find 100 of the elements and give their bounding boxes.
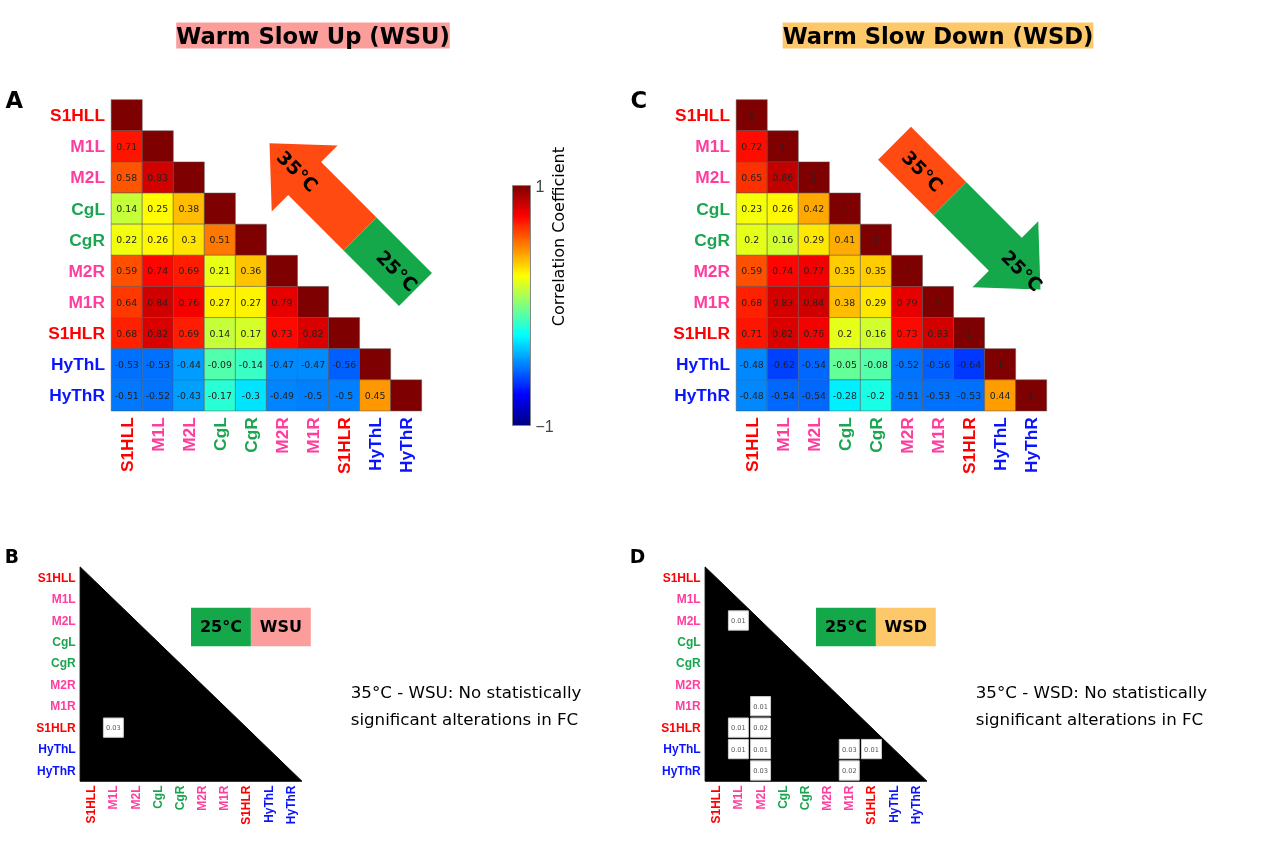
- x-tick-label: S1HLR: [959, 416, 980, 474]
- x-tick-label: M1R: [217, 785, 232, 811]
- y-tick-label: S1HLR: [661, 720, 702, 735]
- data-label: 1: [779, 140, 786, 152]
- data-label: -0.51: [114, 389, 139, 401]
- y-tick-label: M2R: [68, 260, 106, 281]
- x-tick-label: HyThL: [886, 785, 901, 823]
- data-label: 0.59: [116, 265, 138, 277]
- annotation: 25°C: [824, 617, 867, 637]
- data-label: -0.53: [145, 358, 170, 370]
- data-label: -0.17: [207, 389, 232, 401]
- y-tick-label: CgL: [696, 198, 731, 219]
- data-label: 0.77: [803, 265, 825, 277]
- y-tick-label: CgR: [694, 229, 731, 250]
- color-bar-title: Correlation Coefficient: [548, 147, 568, 327]
- y-tick-label: CgL: [677, 634, 701, 649]
- y-tick-label: M1R: [68, 292, 106, 312]
- data-label: -0.54: [801, 389, 826, 401]
- data-label: -0.2: [866, 389, 885, 401]
- data-label: -0.5: [303, 389, 323, 401]
- data-label: 0.84: [147, 296, 169, 308]
- data-label: -0.52: [145, 389, 170, 401]
- data-label: 1: [903, 265, 910, 277]
- y-tick-label: M2L: [70, 167, 106, 188]
- data-label: 0.82: [772, 327, 794, 339]
- y-tick-label: M2R: [675, 677, 702, 692]
- data-label: 0.27: [209, 296, 231, 308]
- text: D: [629, 545, 646, 567]
- x-tick-label: M2L: [753, 785, 768, 810]
- data-label: 0.36: [240, 265, 262, 277]
- y-tick-label: CgL: [71, 198, 106, 219]
- data-label: 0.25: [147, 203, 169, 215]
- data-label: 0.76: [803, 327, 825, 339]
- y-tick-label: M2R: [693, 260, 731, 281]
- data-label: -0.53: [925, 389, 951, 401]
- y-tick-label: M1L: [51, 592, 76, 607]
- data-label: 0.86: [772, 171, 794, 183]
- data-label: 0.38: [834, 296, 856, 308]
- data-label: -0.48: [739, 389, 764, 401]
- x-tick-label: M1L: [147, 416, 168, 452]
- data-label: 0.3: [181, 234, 197, 246]
- data-label: 0.26: [772, 203, 794, 215]
- y-tick-label: HyThL: [663, 742, 701, 757]
- x-tick-label: CgL: [150, 785, 165, 809]
- data-label: -0.54: [801, 358, 826, 370]
- y-tick-label: S1HLR: [36, 720, 77, 735]
- text: 35°C - WSD: No statistically significant alterations in FC: [975, 683, 1208, 730]
- text: B: [4, 545, 19, 567]
- text: 35°C - WSU: No statistically significant alterations in FC: [350, 683, 582, 730]
- data-label: -0.47: [269, 358, 295, 370]
- x-tick-label: HyThL: [990, 416, 1011, 472]
- data-label: -0.53: [114, 358, 139, 370]
- data-label: 0.21: [209, 265, 231, 277]
- text: A: [5, 86, 24, 113]
- data-label: 0.69: [178, 265, 200, 277]
- x-tick-label: CgR: [240, 416, 261, 453]
- data-label: 0.73: [271, 327, 293, 339]
- data-label: 0.68: [741, 296, 763, 308]
- x-tick-label: CgL: [834, 416, 855, 451]
- data-label: 0.71: [741, 327, 763, 339]
- chart-title: Warm Slow Up (WSU): [176, 22, 450, 49]
- x-tick-label: M1R: [303, 416, 323, 454]
- data-label: 1: [966, 327, 973, 339]
- data-label: -0.09: [207, 358, 232, 370]
- data-label: 0.2: [837, 327, 853, 339]
- data-label: 1: [1028, 389, 1035, 401]
- x-tick-label: M2L: [803, 416, 824, 452]
- data-label: 0.42: [803, 203, 825, 215]
- data-label: 0.82: [302, 327, 324, 339]
- y-tick-label: M1L: [695, 136, 731, 157]
- data-label: 0.27: [240, 296, 262, 308]
- data-label: -0.43: [176, 389, 201, 401]
- x-tick-label: HyThL: [365, 416, 386, 472]
- data-label: 0.58: [116, 171, 138, 183]
- data-label: -0.52: [894, 358, 920, 370]
- data-label: 0.44: [989, 389, 1011, 401]
- data-label: 1: [841, 203, 848, 215]
- data-label: 0.51: [209, 234, 231, 246]
- x-tick-label: CgR: [865, 416, 886, 453]
- data-label: 0.83: [772, 296, 794, 308]
- y-tick-label: HyThR: [674, 385, 731, 406]
- y-tick-label: M2L: [51, 613, 76, 628]
- y-tick-label: CgR: [676, 656, 702, 671]
- y-tick-label: HyThL: [38, 742, 76, 757]
- data-label: 0.14: [209, 327, 231, 339]
- y-tick-label: M2R: [50, 677, 77, 692]
- color-bar-label: 1: [535, 177, 545, 195]
- y-tick-label: S1HLL: [50, 105, 106, 126]
- data-label: 0.83: [927, 327, 949, 339]
- data-label: -0.3: [241, 389, 261, 401]
- data-label: 0.35: [834, 265, 856, 277]
- data-label: 0.79: [896, 296, 918, 308]
- data-label: 0.72: [741, 140, 763, 152]
- y-tick-label: S1HLL: [675, 105, 731, 126]
- annotation: WSU: [259, 617, 302, 637]
- data-label: -0.44: [176, 358, 201, 370]
- y-tick-label: M1R: [693, 292, 731, 312]
- x-tick-label: HyThR: [396, 416, 417, 474]
- y-tick-label: M1R: [675, 699, 702, 714]
- x-tick-label: M2R: [195, 785, 210, 811]
